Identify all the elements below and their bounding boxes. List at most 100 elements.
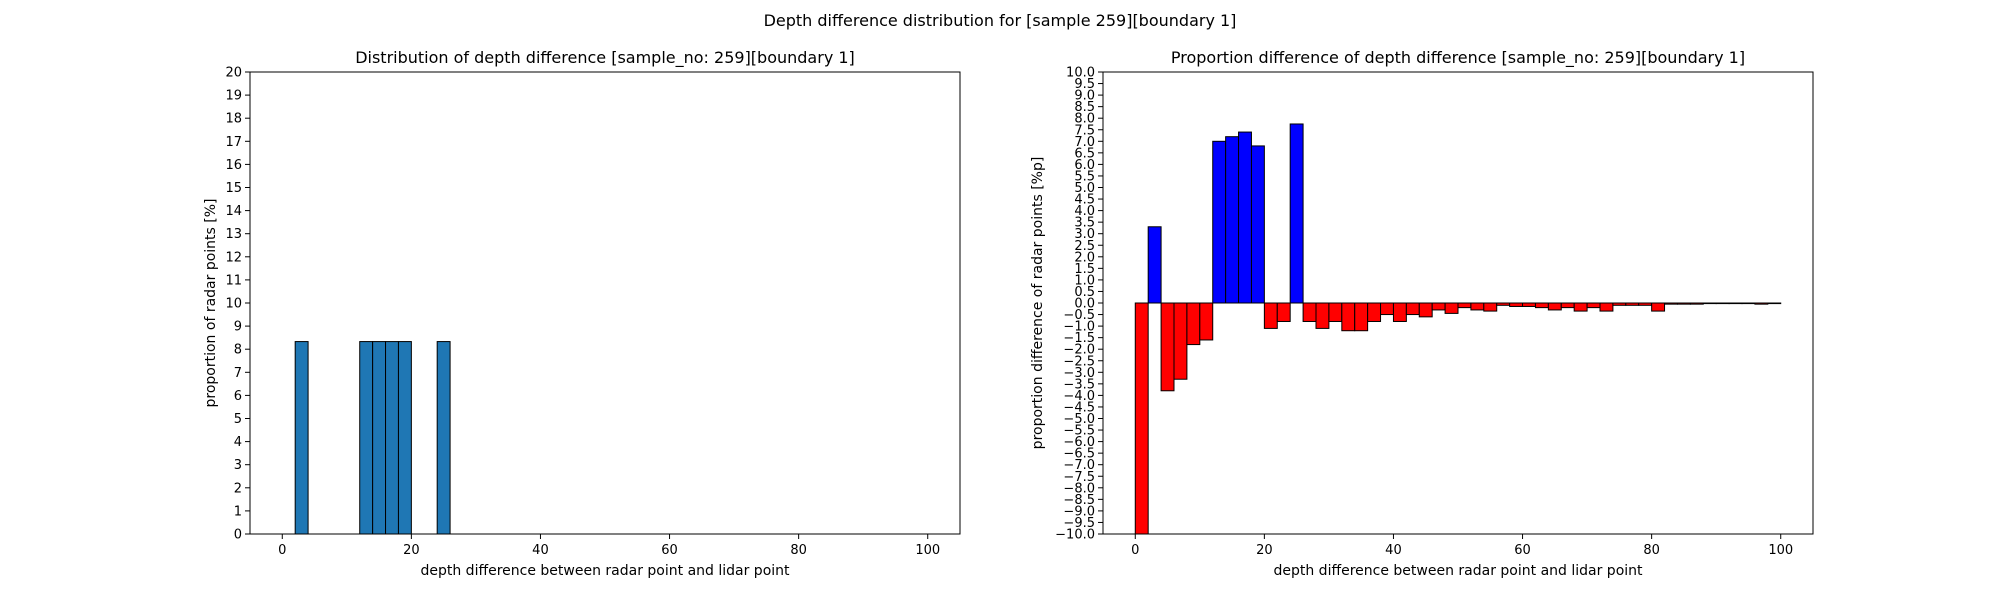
right-chart-bar [1328,302,1343,322]
right-chart-bar [1534,302,1549,309]
left-chart-ytick-label: 10 [225,297,242,312]
left-chart-ytick-label: 17 [225,135,242,150]
right-chart-ytick-label: −0.5 [1063,308,1095,323]
left-chart-xtick-label: 80 [790,543,807,558]
right-chart-bar [1431,302,1446,311]
left-chart-xtick-label: 40 [532,543,549,558]
right-chart-bar [1315,302,1330,329]
right-chart-bar [1392,302,1407,322]
right-chart-xtick-label: 20 [1256,543,1273,558]
right-chart-bar [1625,302,1640,306]
left-chart-ytick-label: 7 [234,366,242,381]
right-chart-bar [1276,302,1291,322]
left-chart-bar [436,341,451,535]
right-chart-bar [1289,123,1304,304]
right-chart-ytick-label: −4.5 [1063,400,1095,415]
right-chart-bar [1160,302,1175,392]
left-chart-ytick-label: 20 [225,66,242,81]
right-chart-bar [1612,302,1627,306]
right-chart-bar [1405,302,1420,316]
right-chart-ytick-label: 9.5 [1074,77,1095,92]
right-chart-ytick-label: −5.0 [1063,412,1095,427]
left-chart-ytick-label: 9 [234,320,242,335]
right-chart-bar [1199,302,1214,341]
left-chart-ytick-label: 19 [225,89,242,104]
left-chart-ytick-label: 4 [234,435,242,450]
right-chart-ytick-label: 6.0 [1074,158,1095,173]
right-chart-bar [1638,302,1653,306]
right-chart-bar [1560,302,1575,309]
right-chart-ytick-label: −5.5 [1063,424,1095,439]
right-chart-ytick-label: 6.5 [1074,146,1095,161]
right-chart-ytick-label: 7.5 [1074,123,1095,138]
right-chart-bar [1302,302,1317,322]
right-chart: Proportion difference of depth differenc… [1030,48,1814,579]
right-chart-bar [1444,302,1459,314]
left-chart-ylabel: proportion of radar points [%] [203,198,219,407]
right-chart-bar [1664,302,1678,305]
right-chart-ytick-label: −9.5 [1063,516,1095,531]
left-chart-frame [249,71,961,535]
right-chart-bar [1715,302,1730,305]
right-chart-bar [1741,302,1756,305]
right-chart-bar [1509,302,1524,307]
right-chart-xtick-label: 40 [1385,543,1402,558]
right-chart-bar [1250,145,1265,304]
right-chart-xlabel: depth difference between radar point and… [1273,563,1643,579]
left-chart-xtick-label: 0 [278,543,286,558]
right-chart-ytick-label: 2.5 [1074,239,1095,254]
left-chart-ytick-label: 18 [225,112,242,127]
right-chart-ytick-label: −2.0 [1063,343,1095,358]
right-chart-ytick-label: −8.5 [1063,493,1095,508]
right-chart-ytick-label: 2.0 [1074,250,1095,265]
left-chart-ytick-label: 15 [225,181,242,196]
right-chart-bar [1380,302,1394,316]
right-chart-ytick-label: 5.0 [1074,181,1095,196]
right-chart-ylabel: proportion difference of radar points [%… [1030,157,1046,450]
right-chart-bar [1599,302,1614,312]
right-chart-ytick-label: 5.5 [1074,169,1095,184]
right-chart-ytick-label: 0.5 [1074,285,1095,300]
right-chart-ytick-label: −4.0 [1063,389,1095,404]
right-chart-bar [1341,302,1356,332]
right-chart-bar [1483,302,1498,312]
left-chart-xtick-label: 100 [915,543,940,558]
left-chart-ytick-label: 8 [234,343,242,358]
left-chart-bar [294,341,309,535]
right-chart-xtick-label: 0 [1131,543,1139,558]
right-chart-ytick-label: −9.0 [1063,504,1095,519]
right-chart-ytick-label: 1.5 [1074,262,1095,277]
right-chart-xtick-label: 100 [1768,543,1793,558]
right-chart-bars [1134,123,1782,535]
left-chart-xtick-label: 60 [661,543,678,558]
left-chart-xlabel: depth difference between radar point and… [420,563,790,579]
left-chart-ytick-label: 13 [225,227,242,242]
right-chart-bar [1754,302,1769,305]
right-chart-bar [1225,136,1240,304]
left-chart-bar [385,341,399,535]
right-chart-bar [1147,226,1162,304]
right-chart-ytick-label: 3.0 [1074,227,1095,242]
left-chart-bar [372,341,387,535]
right-chart-bar [1186,302,1201,346]
right-chart-ytick-label: −8.0 [1063,481,1095,496]
left-chart-ticks: 0 20 40 60 80 1000123456789101112131415161718… [225,66,940,559]
right-chart-bar [1573,302,1588,312]
right-chart-ytick-label: 0.0 [1074,297,1095,312]
right-chart-bar [1522,302,1536,307]
right-chart-bar [1134,302,1149,535]
left-chart-xtick-label: 20 [403,543,420,558]
right-chart-title: Proportion difference of depth differenc… [1171,48,1745,68]
right-chart-ytick-label: −6.0 [1063,435,1095,450]
right-chart-ytick-label: −6.5 [1063,447,1095,462]
left-chart-ytick-label: 12 [225,250,242,265]
right-chart-bar [1457,302,1472,309]
right-chart-bar [1651,302,1666,312]
right-chart-bar [1354,302,1369,332]
right-chart-ytick-label: 3.5 [1074,216,1095,231]
right-chart-bar [1418,302,1433,318]
left-chart-ytick-label: 14 [225,204,242,219]
right-chart-ytick-label: −10.0 [1055,528,1095,543]
right-chart-ytick-label: −1.5 [1063,331,1095,346]
